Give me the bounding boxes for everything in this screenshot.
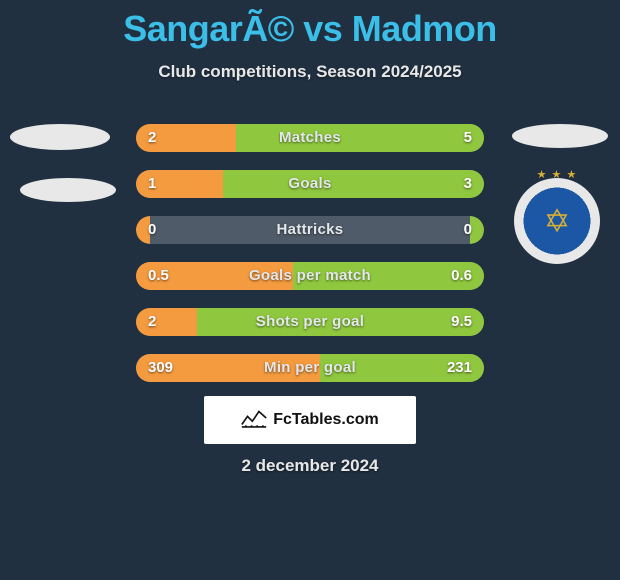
page-subtitle: Club competitions, Season 2024/2025 — [0, 62, 620, 82]
bar-right-value: 3 — [464, 170, 472, 198]
bar-label: Matches — [136, 124, 484, 152]
bar-right-value: 0.6 — [451, 262, 472, 290]
bar-label: Goals per match — [136, 262, 484, 290]
brand-badge: FcTables.com — [204, 396, 416, 444]
bar-label: Shots per goal — [136, 308, 484, 336]
bar-row-gpm: 0.5 Goals per match 0.6 — [136, 262, 484, 290]
brand-text: FcTables.com — [273, 411, 379, 429]
team-left-badge-1 — [10, 124, 110, 150]
bar-label: Goals — [136, 170, 484, 198]
crest-stars-icon: ★ ★ ★ — [537, 168, 578, 181]
bar-right-value: 9.5 — [451, 308, 472, 336]
brand-logo-icon — [241, 407, 267, 434]
bar-right-value: 5 — [464, 124, 472, 152]
bar-right-value: 0 — [464, 216, 472, 244]
bar-row-mpg: 309 Min per goal 231 — [136, 354, 484, 382]
footer-date: 2 december 2024 — [0, 456, 620, 476]
bar-row-matches: 2 Matches 5 — [136, 124, 484, 152]
bar-row-goals: 1 Goals 3 — [136, 170, 484, 198]
crest-star-icon: ✡ — [544, 205, 571, 237]
page-title: SangarÃ© vs Madmon — [0, 0, 620, 50]
team-right-badge-1 — [512, 124, 608, 148]
bar-row-spg: 2 Shots per goal 9.5 — [136, 308, 484, 336]
bar-right-value: 231 — [447, 354, 472, 382]
comparison-chart: 2 Matches 5 1 Goals 3 0 Hattricks 0 0.5 … — [136, 124, 484, 400]
bar-row-hattricks: 0 Hattricks 0 — [136, 216, 484, 244]
bar-label: Hattricks — [136, 216, 484, 244]
bar-label: Min per goal — [136, 354, 484, 382]
team-right-crest: ★ ★ ★ ✡ — [514, 178, 600, 264]
team-left-badge-2 — [20, 178, 116, 202]
